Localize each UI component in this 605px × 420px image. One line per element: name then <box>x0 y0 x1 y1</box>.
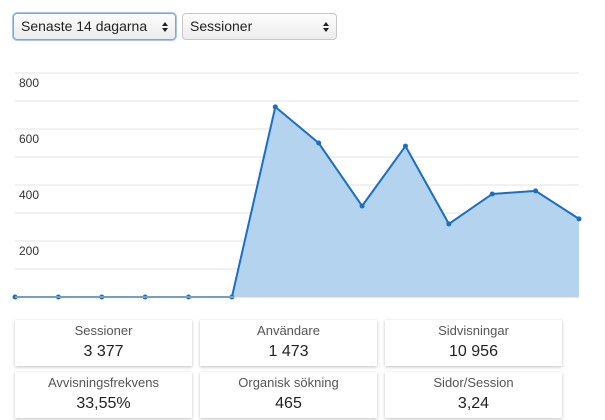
stat-label: Avvisningsfrekvens <box>47 375 160 390</box>
y-tick-label: 400 <box>19 188 39 202</box>
y-tick-label: 800 <box>19 76 39 90</box>
stat-value: 3 377 <box>83 343 124 360</box>
y-tick-label: 200 <box>19 244 39 258</box>
stat-card: Organisk sökning 465 <box>200 372 377 418</box>
stat-label: Sessioner <box>74 323 133 338</box>
stat-label: Sidor/Session <box>433 375 514 390</box>
data-point <box>489 191 495 197</box>
stat-card: Sidor/Session 3,24 <box>385 372 562 418</box>
data-point <box>576 216 582 222</box>
stat-label: Organisk sökning <box>238 375 339 390</box>
data-point <box>402 143 408 149</box>
data-point <box>272 104 278 110</box>
stat-card: Sidvisningar 10 956 <box>385 320 562 366</box>
area-fill <box>15 106 579 297</box>
stat-card: Sessioner 3 377 <box>15 320 192 366</box>
stat-value: 1 473 <box>268 343 309 360</box>
chart: 200 400 600 800 <box>12 72 582 300</box>
select-arrows <box>323 22 329 32</box>
stat-value: 10 956 <box>449 343 498 360</box>
stat-label: Användare <box>257 323 320 338</box>
data-point <box>446 221 452 227</box>
data-point <box>316 140 322 146</box>
stat-card: Användare 1 473 <box>200 320 377 366</box>
period-text: Senaste 14 dagarna <box>21 18 148 34</box>
y-tick-label: 600 <box>19 132 39 146</box>
stat-label: Sidvisningar <box>438 323 509 338</box>
stat-card: Avvisningsfrekvens 33,55% <box>15 372 192 418</box>
data-point <box>533 188 539 194</box>
stat-value: 33,55% <box>76 395 131 412</box>
metric-text: Sessioner <box>190 18 253 34</box>
period-select[interactable]: Senaste 14 dagarna <box>13 13 176 40</box>
metric-select[interactable]: Sessioner <box>182 13 337 40</box>
stat-value: 465 <box>275 395 302 412</box>
select-arrows <box>162 22 168 32</box>
stat-value: 3,24 <box>457 395 490 412</box>
data-point <box>359 203 365 209</box>
